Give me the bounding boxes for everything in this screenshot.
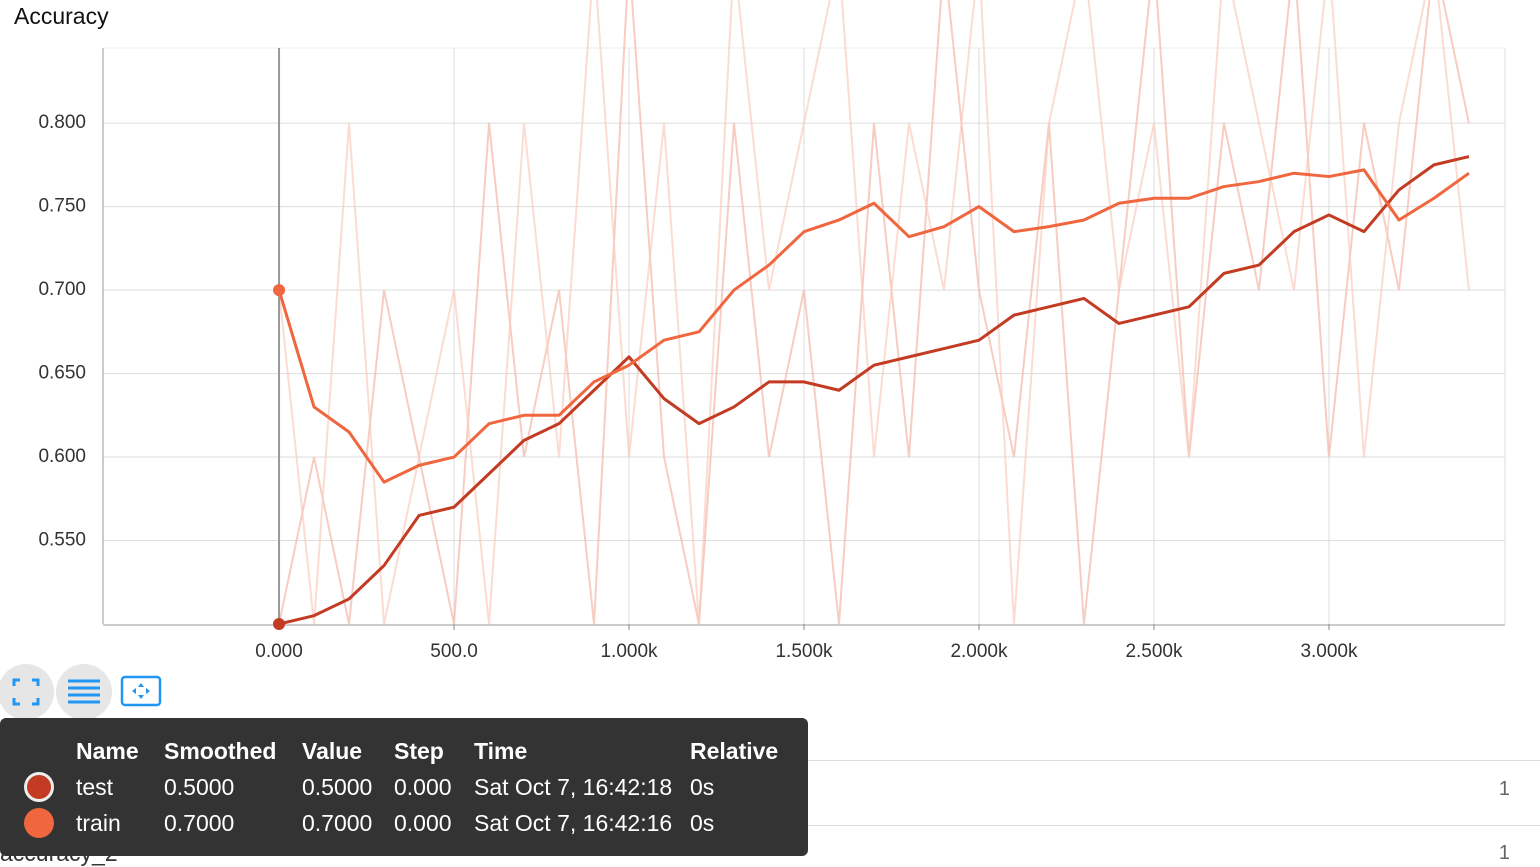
tooltip-cell: Sat Oct 7, 16:42:16	[474, 810, 673, 836]
tooltip-cell: test	[76, 774, 114, 800]
run-count: 1	[1498, 778, 1510, 800]
tooltip-cell: 0.5000	[302, 774, 373, 800]
x-tick-label: 0.000	[255, 641, 303, 662]
chart: Accuracy 0.550 0.600 0.650 0.700 0.750 0.800 0…	[14, 0, 1506, 662]
tooltip-cell: 0s	[690, 810, 715, 836]
x-tick-label: 2.000k	[950, 641, 1008, 662]
raw-line	[278, 0, 1470, 625]
hover-point	[273, 618, 286, 630]
column-header: Name	[76, 738, 139, 764]
tooltip-cell: 0.7000	[302, 810, 373, 836]
tooltip-cell: 0.5000	[164, 774, 235, 800]
fullscreen-icon	[12, 678, 40, 706]
tooltip-cell: train	[76, 810, 121, 836]
tooltip-cell: 0.000	[394, 810, 452, 836]
divider	[808, 825, 1540, 826]
data-icon	[68, 679, 100, 704]
tooltip: Name Smoothed Value Step Time Relative test 0.5…	[0, 718, 808, 856]
y-tick-label: 0.650	[38, 363, 86, 384]
column-header: Value	[302, 738, 363, 764]
y-tick-label: 0.800	[38, 112, 86, 133]
x-tick-label: 500.0	[430, 641, 478, 662]
series-swatch	[24, 772, 54, 802]
data-button[interactable]	[56, 664, 112, 720]
tooltip-cell: 0.7000	[164, 810, 235, 836]
column-header: Smoothed	[164, 738, 277, 764]
tooltip-cell: Sat Oct 7, 16:42:18	[474, 774, 673, 800]
y-tick-label: 0.550	[38, 530, 86, 551]
fit-domain-button[interactable]	[120, 674, 162, 710]
x-tick-label: 1.000k	[600, 641, 658, 662]
y-tick-label: 0.700	[38, 279, 86, 300]
column-header: Relative	[690, 738, 779, 764]
y-tick-label: 0.750	[38, 196, 86, 217]
raw-line	[278, 0, 1470, 625]
column-header: Step	[394, 738, 444, 764]
run-count: 1	[1498, 842, 1510, 864]
divider	[808, 760, 1540, 761]
smoothed-line	[278, 155, 1470, 626]
fit-icon	[120, 675, 162, 707]
tooltip-cell: 0.000	[394, 774, 452, 800]
x-tick-label: 3.000k	[1300, 641, 1358, 662]
fullscreen-button[interactable]	[0, 664, 54, 720]
hover-point	[273, 284, 286, 297]
chart-title: Accuracy	[14, 3, 109, 29]
column-header: Time	[474, 738, 528, 764]
series-swatch	[24, 808, 54, 838]
y-tick-label: 0.600	[38, 446, 86, 467]
x-tick-label: 2.500k	[1125, 641, 1183, 662]
smoothed-line	[277, 168, 1470, 484]
x-tick-label: 1.500k	[775, 641, 833, 662]
tooltip-cell: 0s	[690, 774, 715, 800]
